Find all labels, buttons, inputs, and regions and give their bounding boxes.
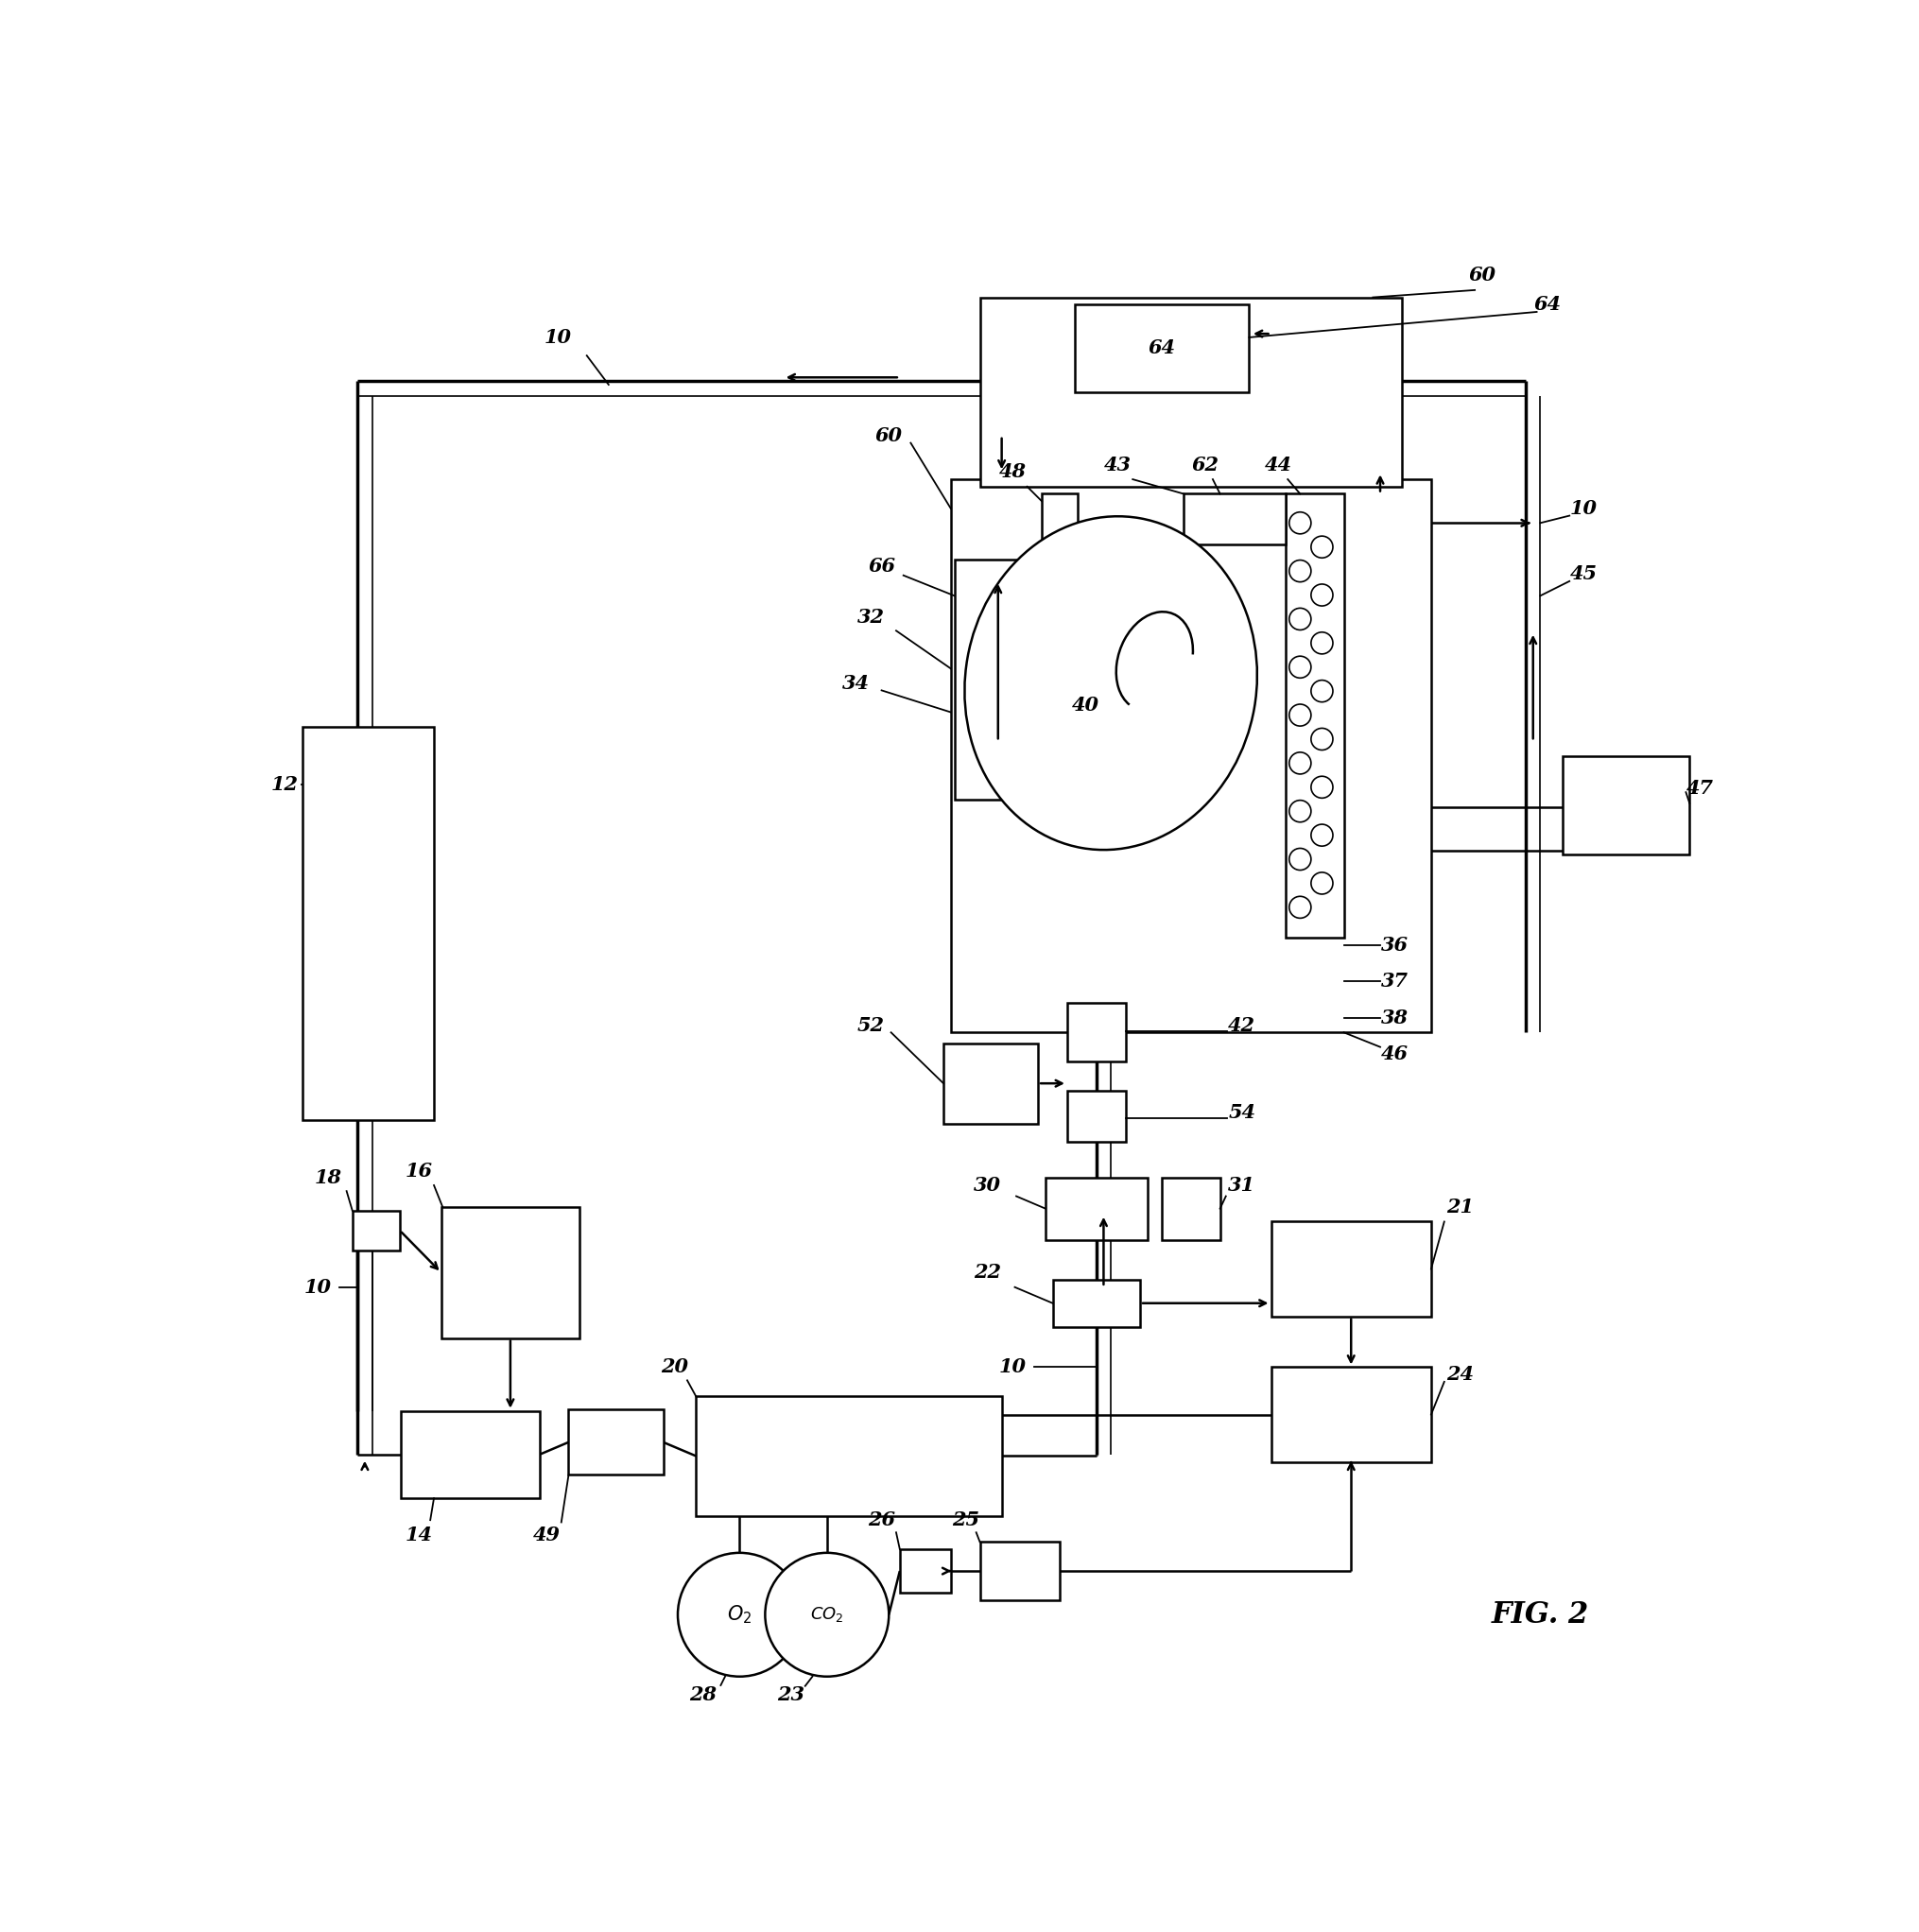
Text: 32: 32: [858, 609, 885, 628]
Text: 43: 43: [1105, 456, 1132, 473]
Bar: [900, 1549, 950, 1592]
Bar: [1270, 1368, 1432, 1463]
Text: 60: 60: [1468, 267, 1495, 284]
Text: 60: 60: [875, 427, 902, 444]
Text: FIG. 2: FIG. 2: [1491, 1600, 1589, 1629]
Text: 24: 24: [1447, 1366, 1474, 1383]
Bar: [954, 560, 1042, 800]
Text: 28: 28: [689, 1685, 718, 1704]
Circle shape: [1290, 657, 1311, 678]
Circle shape: [1290, 896, 1311, 918]
Circle shape: [1311, 873, 1334, 895]
Bar: [981, 298, 1403, 487]
Text: 18: 18: [315, 1169, 342, 1188]
Bar: [1270, 1221, 1432, 1316]
Text: 21: 21: [1447, 1198, 1474, 1217]
Text: 49: 49: [533, 1524, 560, 1544]
Text: 62: 62: [1192, 456, 1219, 473]
Text: 37: 37: [1382, 972, 1409, 991]
Text: 42: 42: [1228, 1016, 1255, 1036]
Circle shape: [1290, 609, 1311, 630]
Text: 38: 38: [1382, 1009, 1409, 1028]
Circle shape: [1290, 752, 1311, 775]
Circle shape: [766, 1553, 888, 1677]
Bar: [353, 1211, 399, 1250]
Circle shape: [1311, 777, 1334, 798]
Text: 30: 30: [973, 1177, 1002, 1194]
Circle shape: [1311, 825, 1334, 846]
Bar: [944, 1043, 1038, 1122]
Bar: [1286, 495, 1343, 937]
Text: 10: 10: [1000, 1358, 1027, 1378]
Text: $CO_2$: $CO_2$: [810, 1605, 844, 1625]
Circle shape: [1290, 560, 1311, 582]
Circle shape: [1290, 512, 1311, 533]
Text: 64: 64: [1148, 338, 1176, 357]
Text: 54: 54: [1228, 1103, 1255, 1122]
Bar: [697, 1397, 1002, 1517]
Bar: [1562, 755, 1689, 854]
Circle shape: [1290, 800, 1311, 823]
Text: 40: 40: [1071, 696, 1100, 715]
Text: 31: 31: [1228, 1177, 1255, 1194]
Text: 26: 26: [867, 1511, 896, 1530]
Text: 20: 20: [660, 1358, 687, 1378]
Text: 16: 16: [405, 1161, 434, 1180]
Bar: [1067, 1003, 1125, 1061]
Bar: [1067, 1092, 1125, 1142]
Text: 22: 22: [973, 1264, 1002, 1283]
Bar: [1046, 1179, 1148, 1240]
Text: 45: 45: [1570, 564, 1599, 583]
Text: 52: 52: [858, 1016, 885, 1036]
Bar: [303, 726, 434, 1121]
Text: 47: 47: [1687, 779, 1714, 798]
Bar: [401, 1410, 539, 1497]
Bar: [441, 1208, 580, 1339]
Text: 36: 36: [1382, 935, 1409, 954]
Circle shape: [1311, 680, 1334, 701]
Bar: [1042, 495, 1078, 574]
Circle shape: [1311, 535, 1334, 558]
Bar: [1161, 1179, 1220, 1240]
Text: 64: 64: [1533, 296, 1562, 315]
Text: 25: 25: [952, 1511, 979, 1530]
Text: 23: 23: [777, 1685, 804, 1704]
Circle shape: [677, 1553, 802, 1677]
Circle shape: [1311, 728, 1334, 750]
Bar: [981, 1542, 1059, 1600]
Text: 10: 10: [303, 1277, 332, 1296]
Bar: [568, 1410, 664, 1474]
Ellipse shape: [1117, 612, 1194, 711]
Text: 66: 66: [867, 556, 896, 576]
Circle shape: [1311, 583, 1334, 607]
Text: 10: 10: [1570, 498, 1599, 518]
Circle shape: [1290, 703, 1311, 726]
Ellipse shape: [965, 516, 1257, 850]
Bar: [1054, 1279, 1140, 1327]
Text: 34: 34: [842, 674, 869, 692]
Bar: [1075, 305, 1249, 392]
Bar: [1184, 495, 1286, 545]
Text: 48: 48: [1000, 462, 1027, 481]
Text: 44: 44: [1265, 456, 1291, 473]
Circle shape: [1290, 848, 1311, 869]
Text: 10: 10: [543, 328, 572, 348]
Bar: [950, 479, 1432, 1032]
Text: $O_2$: $O_2$: [727, 1604, 752, 1627]
Circle shape: [1311, 632, 1334, 653]
Text: 14: 14: [405, 1524, 434, 1544]
Text: 12: 12: [271, 775, 299, 794]
Text: 46: 46: [1382, 1045, 1409, 1065]
